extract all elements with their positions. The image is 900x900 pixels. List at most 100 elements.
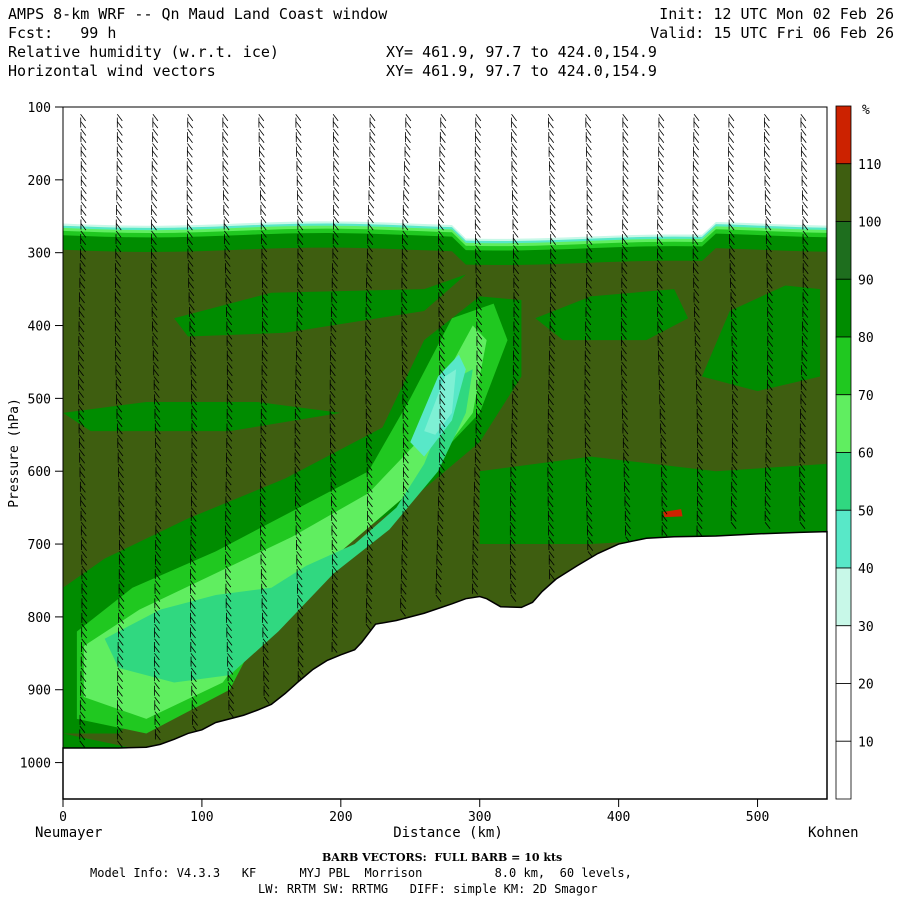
wind-barb <box>226 638 233 646</box>
wind-barb <box>658 135 665 143</box>
wind-barb <box>79 740 85 748</box>
wind-barb <box>331 536 338 544</box>
wind-barb <box>117 660 124 668</box>
wind-barb <box>297 645 304 653</box>
wind-barb <box>330 449 336 457</box>
wind-barb <box>728 216 735 224</box>
wind-barb <box>190 638 196 646</box>
wind-barb <box>437 514 444 522</box>
wind-barb <box>728 201 735 209</box>
wind-barb <box>439 463 445 471</box>
wind-barb <box>296 558 303 566</box>
wind-barb <box>765 478 771 486</box>
wind-barb <box>151 223 157 231</box>
forecast-label: Fcst: 99 h <box>8 24 116 42</box>
wind-barb <box>661 485 668 493</box>
x-tick-label: 100 <box>190 810 213 825</box>
wind-barb <box>154 696 160 704</box>
wind-barb <box>117 434 123 442</box>
wind-barb <box>402 390 409 398</box>
wind-barb <box>549 179 556 187</box>
wind-barb <box>624 478 630 486</box>
wind-barb <box>401 259 408 267</box>
wind-barb <box>79 725 86 733</box>
wind-barb <box>191 449 198 457</box>
wind-barb <box>155 551 161 559</box>
y-tick-label: 900 <box>28 684 51 699</box>
wind-barb <box>261 274 268 282</box>
wind-barb <box>475 252 482 260</box>
wind-barb <box>331 500 337 508</box>
wind-barb <box>295 114 302 122</box>
wind-barb <box>731 485 738 493</box>
wind-barb <box>438 470 445 479</box>
wind-barb <box>191 434 198 442</box>
wind-barb <box>732 390 738 398</box>
wind-barb <box>510 478 517 486</box>
wind-barb <box>80 186 87 194</box>
wind-barb <box>188 281 194 289</box>
wind-barb <box>114 310 121 318</box>
x-tick-label: 0 <box>59 810 67 825</box>
wind-barb <box>404 172 410 180</box>
wind-barb <box>511 165 518 173</box>
wind-barb <box>622 419 629 428</box>
wind-barb <box>512 230 519 238</box>
wind-barb <box>473 529 479 537</box>
wind-barb <box>475 427 482 435</box>
wind-barb <box>550 303 556 311</box>
wind-barb <box>186 194 193 202</box>
wind-barb <box>692 201 699 209</box>
wind-barb <box>550 216 556 224</box>
wind-barb <box>800 383 807 391</box>
wind-barb <box>80 689 86 697</box>
wind-barb <box>151 165 158 173</box>
wind-barb <box>226 419 233 428</box>
wind-barb <box>621 347 627 355</box>
wind-barb <box>332 114 339 122</box>
wind-barb <box>330 441 336 449</box>
wind-barb <box>475 259 482 267</box>
wind-barb <box>260 419 267 428</box>
wind-barb <box>621 339 627 347</box>
wind-barb <box>510 529 516 537</box>
wind-barb <box>658 376 665 384</box>
wind-barb <box>697 507 703 515</box>
wind-barb <box>224 252 231 260</box>
wind-barb <box>693 121 700 129</box>
colorbar-segment <box>835 105 852 165</box>
wind-barb <box>512 216 519 224</box>
wind-barb <box>512 201 518 209</box>
wind-barb <box>474 150 481 158</box>
wind-barb <box>365 332 372 340</box>
rh-patch-90-lower <box>479 456 827 545</box>
wind-barb <box>226 456 232 464</box>
wind-barb <box>767 354 774 362</box>
wind-barb <box>333 179 340 187</box>
wind-barb <box>511 128 517 136</box>
wind-barb <box>513 288 520 296</box>
wind-barb <box>548 376 555 384</box>
wind-barb <box>226 441 233 449</box>
wind-barb <box>191 383 197 391</box>
wind-barb <box>549 361 555 369</box>
wind-barb <box>187 223 193 231</box>
wind-barb <box>439 157 446 165</box>
wind-barb <box>225 565 231 573</box>
wind-barb <box>766 390 773 398</box>
wind-barb <box>260 514 266 522</box>
colorbar-segment <box>835 683 852 742</box>
wind-barb <box>584 361 591 369</box>
wind-barb <box>623 463 630 471</box>
wind-barb <box>297 602 304 610</box>
wind-barb <box>151 186 158 194</box>
wind-barb <box>548 536 555 544</box>
wind-barb <box>260 478 266 486</box>
wind-barb <box>436 565 442 573</box>
wind-barb <box>548 143 555 151</box>
wind-barb <box>365 339 372 347</box>
wind-barb <box>80 514 87 522</box>
wind-barb <box>731 507 737 515</box>
wind-barb <box>474 179 481 187</box>
wind-barb <box>151 281 157 289</box>
